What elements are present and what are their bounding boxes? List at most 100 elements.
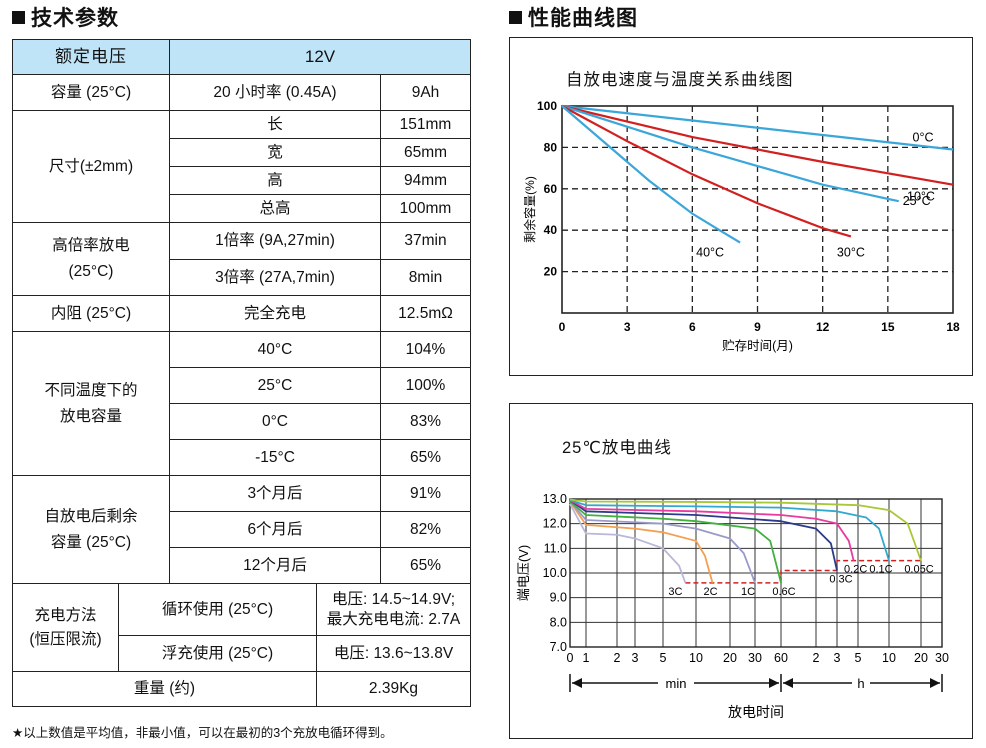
right-section-title: 性能曲线图 bbox=[509, 2, 638, 32]
discharge-chart: 0 1 2 3 5 10 20 30 60 2 3 5 10 20 307.08.09.010.011.01… bbox=[516, 492, 949, 720]
arrow-head bbox=[769, 678, 779, 688]
left-section-title: 技术参数 bbox=[12, 2, 119, 32]
series-line bbox=[569, 500, 756, 584]
arrow-head bbox=[783, 678, 793, 688]
resistance-condition: 完全充电 bbox=[169, 295, 381, 332]
arrow-head bbox=[572, 678, 582, 688]
x-tick-label: 3 bbox=[834, 651, 841, 665]
charge-method-label-line2: (恒压限流) bbox=[29, 630, 102, 648]
series-label: 2C bbox=[703, 586, 717, 598]
series-line bbox=[561, 104, 954, 186]
capacity-rate: 20 小时率 (0.45A) bbox=[169, 74, 381, 111]
temp-value: 83% bbox=[380, 403, 471, 440]
h-label: h bbox=[857, 676, 864, 691]
temp-value: 100% bbox=[380, 367, 471, 404]
series-line bbox=[569, 499, 855, 561]
arrow-head bbox=[930, 678, 940, 688]
chart-title: 自放电速度与温度关系曲线图 bbox=[566, 71, 794, 89]
charge-method-label-line1: 充电方法 bbox=[34, 606, 97, 624]
dimension-value: 151mm bbox=[380, 110, 471, 139]
dimension-name: 宽 bbox=[169, 138, 381, 167]
series-line bbox=[569, 499, 838, 571]
weight-label: 重量 (约) bbox=[12, 671, 317, 707]
self-discharge-label-line1: 自放电后剩余 bbox=[44, 507, 138, 525]
capacity-label: 容量 (25°C) bbox=[12, 74, 170, 111]
self-discharge-value: 82% bbox=[380, 511, 471, 548]
x-tick-label: 12 bbox=[816, 320, 830, 334]
x-axis-label: 贮存时间(月) bbox=[722, 338, 793, 353]
series-line bbox=[561, 104, 899, 203]
x-tick-label: 3 bbox=[632, 651, 639, 665]
cycle-use-value: 电压: 14.5~14.9V; 最大充电电流: 2.7A bbox=[316, 583, 471, 636]
series-line bbox=[569, 503, 687, 584]
x-tick-label: 2 bbox=[614, 651, 621, 665]
rated-voltage-label: 额定电压 bbox=[12, 39, 170, 75]
dimension-value: 100mm bbox=[380, 194, 471, 223]
series-line bbox=[569, 498, 922, 561]
series-line bbox=[569, 500, 714, 584]
plot-frame bbox=[569, 498, 943, 648]
temp-name: 40°C bbox=[169, 331, 381, 368]
x-tick-label: 5 bbox=[660, 651, 667, 665]
series-label: 40°C bbox=[696, 246, 724, 260]
x-tick-label: 15 bbox=[881, 320, 895, 334]
self-discharge-label-line2: 容量 (25°C) bbox=[50, 533, 132, 551]
high-rate-value: 37min bbox=[380, 222, 471, 260]
x-tick-label: 10 bbox=[689, 651, 703, 665]
cycle-use-label: 循环使用 (25°C) bbox=[118, 583, 317, 636]
resistance-label: 内阻 (25°C) bbox=[12, 295, 170, 332]
self-discharge-chart-panel: 自放电速度与温度关系曲线图 0 3 6 9 12 15 18 20 40 60 80 100 贮存时间(… bbox=[509, 37, 973, 376]
series-label: 0.1C bbox=[869, 564, 892, 576]
temp-value: 104% bbox=[380, 331, 471, 368]
x-tick-label: 60 bbox=[774, 651, 788, 665]
dimension-label: 尺寸(±2mm) bbox=[12, 110, 170, 223]
series-line bbox=[561, 105, 852, 238]
x-axis-label: 放电时间 bbox=[728, 704, 784, 720]
x-tick-label: 30 bbox=[748, 651, 762, 665]
chart-title: 25℃放电曲线 bbox=[562, 439, 672, 457]
rated-voltage-value: 12V bbox=[169, 39, 471, 75]
y-tick-label: 13.0 bbox=[543, 492, 567, 506]
series-line bbox=[561, 104, 954, 151]
high-rate-name: 1倍率 (9A,27min) bbox=[169, 222, 381, 260]
x-tick-label: 9 bbox=[754, 320, 761, 334]
spec-table: 额定电压 12V 容量 (25°C) 20 小时率 (0.45A) 9Ah 尺寸… bbox=[12, 39, 471, 707]
series-label: 25°C bbox=[903, 194, 931, 208]
x-tick-label: 18 bbox=[946, 320, 960, 334]
cycle-use-value-line1: 电压: 14.5~14.9V; bbox=[331, 590, 456, 608]
series-label: 30°C bbox=[837, 245, 865, 259]
y-tick-label: 60 bbox=[544, 182, 558, 196]
y-tick-label: 11.0 bbox=[544, 541, 567, 555]
y-tick-label: 20 bbox=[544, 265, 558, 279]
series-label: 0.3C bbox=[829, 574, 852, 586]
float-use-label: 浮充使用 (25°C) bbox=[118, 635, 317, 672]
x-tick-label: 0 bbox=[567, 651, 574, 665]
plot-frame bbox=[561, 105, 954, 314]
series-label: 0.2C bbox=[844, 564, 867, 576]
dimension-name: 长 bbox=[169, 110, 381, 139]
temp-capacity-label-line1: 不同温度下的 bbox=[44, 381, 138, 399]
capacity-value: 9Ah bbox=[380, 74, 471, 111]
high-rate-label-line1: 高倍率放电 bbox=[52, 237, 130, 254]
y-tick-label: 8.0 bbox=[550, 615, 567, 629]
x-tick-label: 0 bbox=[559, 320, 566, 334]
series-label: 0.05C bbox=[904, 564, 933, 576]
x-tick-label: 30 bbox=[935, 651, 949, 665]
cycle-use-value-line2: 最大充电电流: 2.7A bbox=[326, 610, 461, 628]
high-rate-label-line2: (25°C) bbox=[68, 263, 114, 280]
x-tick-label: 10 bbox=[882, 651, 896, 665]
charge-method-label: 充电方法 (恒压限流) bbox=[12, 583, 119, 672]
dimension-value: 65mm bbox=[380, 138, 471, 167]
x-tick-label: 6 bbox=[689, 320, 696, 334]
weight-value: 2.39Kg bbox=[316, 671, 471, 707]
y-tick-label: 9.0 bbox=[550, 591, 567, 605]
y-tick-label: 40 bbox=[544, 223, 558, 237]
series-line bbox=[561, 105, 741, 244]
min-label: min bbox=[666, 676, 687, 691]
series-label: 10°C bbox=[907, 190, 935, 204]
self-discharge-value: 91% bbox=[380, 475, 471, 512]
series-label: 1C bbox=[741, 586, 755, 598]
self-discharge-value: 65% bbox=[380, 547, 471, 584]
x-tick-label: 20 bbox=[723, 651, 737, 665]
y-tick-label: 100 bbox=[537, 99, 557, 113]
